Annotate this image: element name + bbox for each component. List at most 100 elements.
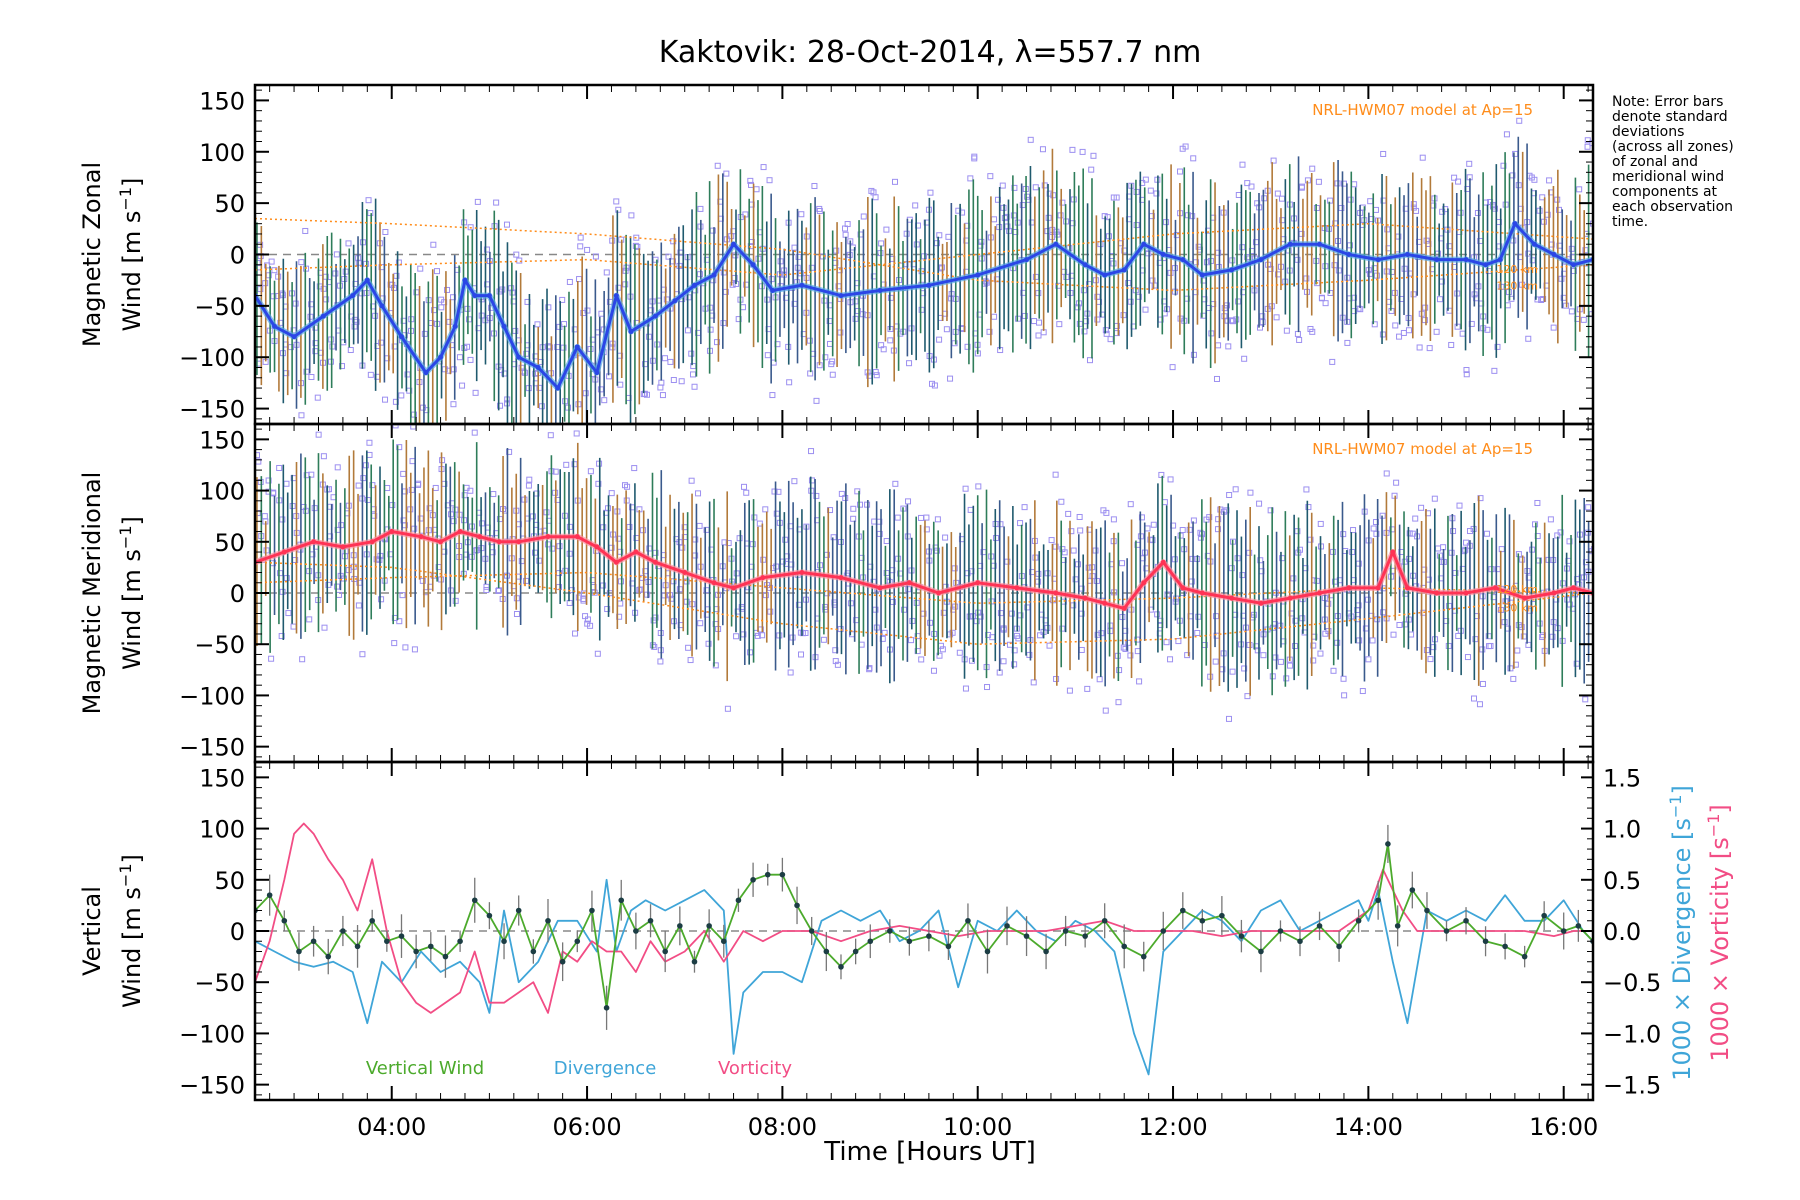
series-point <box>1287 595 1293 601</box>
scatter-point <box>1239 572 1246 579</box>
scatter-point <box>1292 643 1299 650</box>
scatter-point <box>813 397 820 404</box>
scatter-point <box>987 173 994 180</box>
y2-tick-label: 0.0 <box>1603 918 1641 946</box>
scatter-point <box>632 242 639 249</box>
vertical-wind-point <box>559 958 566 965</box>
scatter-point <box>684 327 691 334</box>
scatter-point <box>512 327 519 334</box>
vertical-wind-point <box>1424 907 1430 914</box>
scatter-point <box>283 575 290 582</box>
scatter-point <box>714 162 721 169</box>
scatter-point <box>1434 545 1441 552</box>
series-point <box>877 287 883 293</box>
scatter-point <box>513 610 520 617</box>
x-tick-label: 06:00 <box>552 1113 621 1141</box>
scatter-point <box>518 364 525 371</box>
scatter-point <box>450 401 457 408</box>
scatter-point <box>852 298 859 305</box>
scatter-point <box>414 481 421 488</box>
vertical-wind-point <box>574 938 581 945</box>
series-underlay <box>255 220 1593 391</box>
scatter-point <box>1225 715 1232 722</box>
scatter-point <box>472 389 479 396</box>
scatter-point <box>1408 631 1415 638</box>
scatter-point <box>1406 530 1413 537</box>
panel-zonal: NRL-HWM07 model at Ap=15 120 km 130 km −150… <box>78 83 1595 426</box>
scatter-point <box>1307 325 1314 332</box>
scatter-point <box>1167 476 1174 483</box>
scatter-point <box>399 592 406 599</box>
vertical-wind-point <box>1409 887 1416 893</box>
scatter-point <box>1448 341 1455 348</box>
scatter-point <box>572 630 579 637</box>
scatter-point <box>1069 146 1076 153</box>
scatter-point <box>1084 685 1091 692</box>
scatter-point <box>798 211 805 218</box>
scatter-point <box>644 591 651 598</box>
series-point <box>1102 272 1108 278</box>
scatter-point <box>968 657 975 664</box>
y-tick-label: 0 <box>230 580 245 608</box>
model-alt-label: 130 km <box>1496 279 1538 292</box>
scatter-point <box>1190 155 1197 162</box>
series-point <box>1160 252 1166 257</box>
scatter-point <box>1241 665 1248 672</box>
vertical-wind-point <box>281 917 288 924</box>
y-tick-label: −100 <box>179 682 245 710</box>
scatter-point <box>842 231 849 238</box>
scatter-point <box>1287 662 1294 669</box>
scatter-point <box>1050 192 1057 199</box>
scatter-point <box>306 616 313 623</box>
scatter-point <box>534 321 541 328</box>
vertical-wind-point <box>427 943 434 950</box>
vertical-wind-point <box>384 938 390 945</box>
scatter-point <box>806 337 813 344</box>
scatter-point <box>1539 632 1546 639</box>
y-label-meridional-line2: Wind [m s−1] <box>116 516 146 670</box>
scatter-point <box>1557 529 1564 536</box>
scatter-point <box>292 300 299 307</box>
scatter-point <box>577 243 584 250</box>
panel-zonal-plot-area <box>255 117 1593 424</box>
scatter-point <box>419 577 426 584</box>
vertical-wind-point <box>1355 917 1362 924</box>
scatter-point <box>1296 546 1303 553</box>
scatter-point <box>883 226 890 233</box>
scatter-point <box>315 431 322 438</box>
scatter-point <box>883 538 890 545</box>
scatter-point <box>576 276 583 283</box>
scatter-point <box>615 206 622 213</box>
scatter-point <box>1235 298 1242 305</box>
series-line-meridional <box>255 530 1593 610</box>
scatter-point <box>1011 184 1018 191</box>
scatter-point <box>691 383 698 390</box>
scatter-point <box>1213 613 1220 620</box>
legend-item: Divergence <box>554 1058 657 1079</box>
scatter-point <box>276 464 283 471</box>
scatter-point <box>866 665 873 672</box>
scatter-point <box>369 482 376 489</box>
scatter-point <box>559 296 566 303</box>
scatter-point <box>679 544 686 551</box>
series-point <box>682 570 688 576</box>
scatter-point <box>1418 504 1425 511</box>
series-point <box>799 282 805 288</box>
scatter-point <box>1463 539 1470 546</box>
scatter-point <box>808 448 815 455</box>
scatter-point <box>391 640 398 647</box>
scatter-point <box>615 284 622 291</box>
scatter-point <box>1153 190 1160 197</box>
scatter-point <box>1077 527 1084 534</box>
scatter-point <box>1393 479 1400 486</box>
scatter-point <box>753 186 760 193</box>
scatter-point <box>1546 177 1553 184</box>
scatter-point <box>816 207 823 214</box>
scatter-point <box>409 458 416 465</box>
model-alt-label: 120 km <box>1496 263 1538 276</box>
scatter-point <box>891 178 898 185</box>
scatter-point <box>1167 656 1174 663</box>
vertical-wind-point <box>1541 912 1547 919</box>
series-point <box>379 303 385 309</box>
scatter-point <box>1456 502 1463 509</box>
